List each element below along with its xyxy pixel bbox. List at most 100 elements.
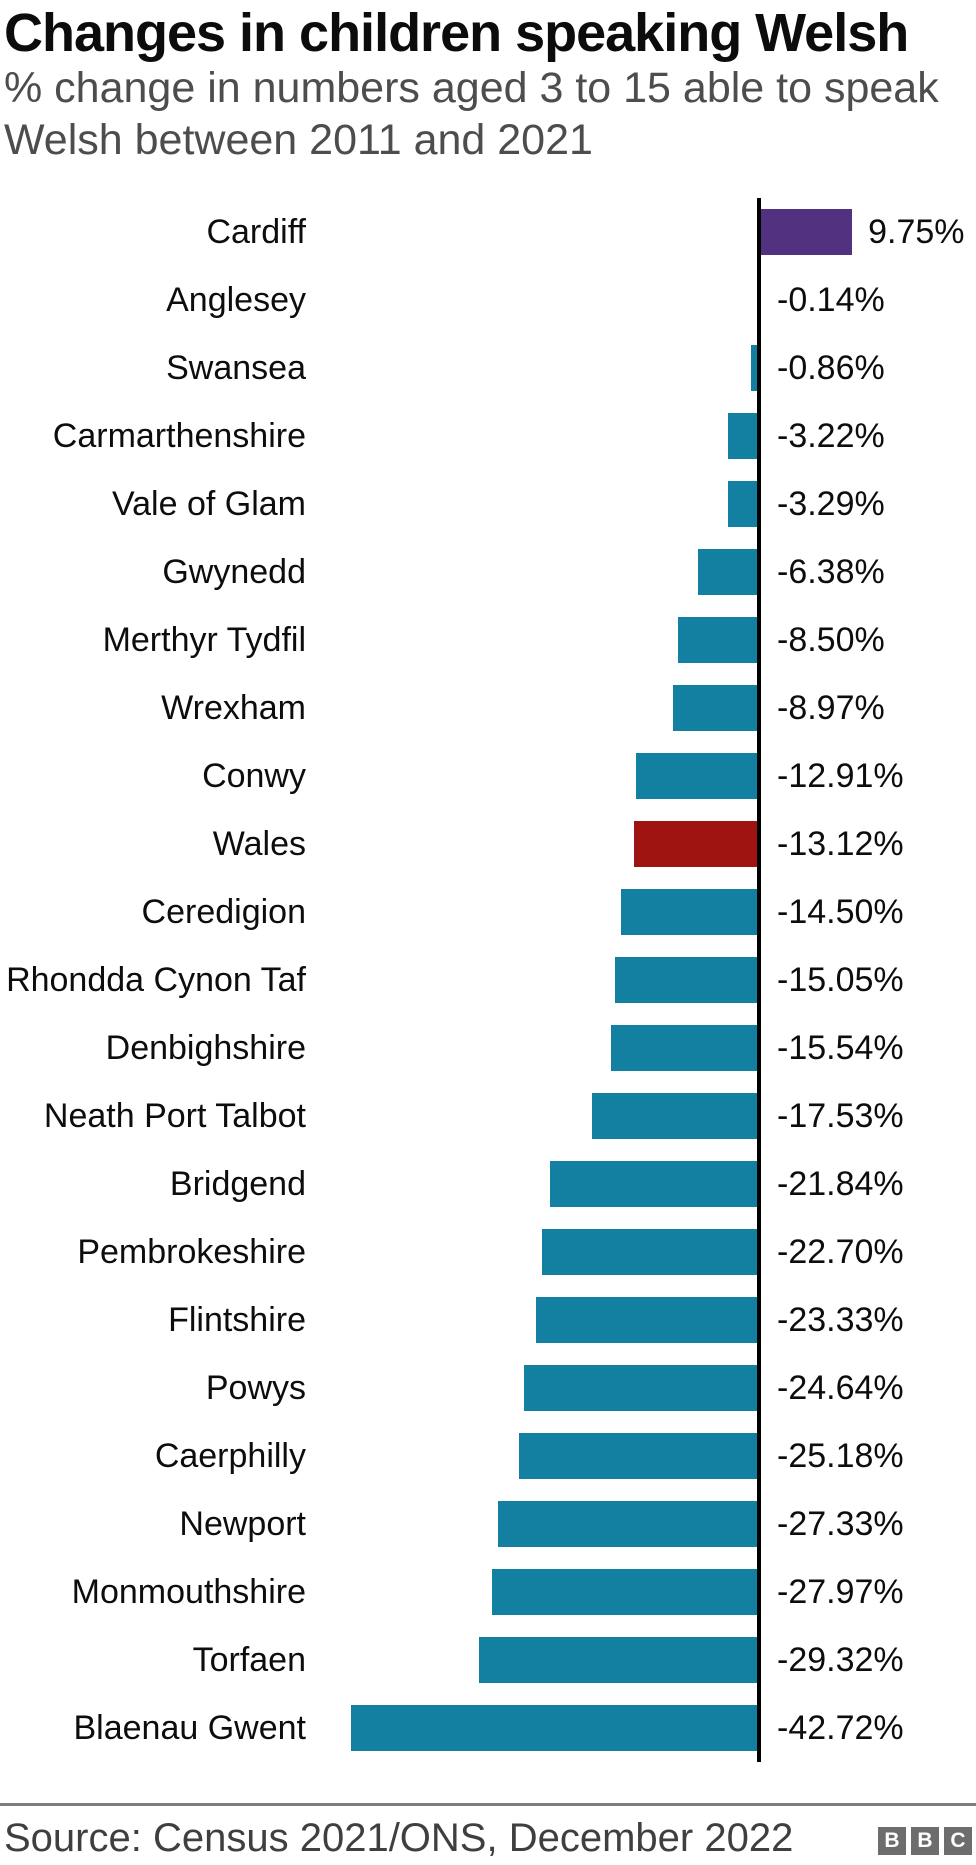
value-label: 9.75% — [868, 213, 965, 251]
value-label: -25.18% — [777, 1437, 904, 1475]
category-label: Neath Port Talbot — [43, 1097, 306, 1135]
bar-zone: -0.86% — [320, 334, 976, 402]
value-label: -17.53% — [777, 1097, 904, 1135]
category-label: Blaenau Gwent — [73, 1709, 307, 1747]
chart-row: Conwy -12.91% — [0, 742, 976, 810]
category-label: Newport — [179, 1505, 306, 1543]
chart-row: Powys -24.64% — [0, 1354, 976, 1422]
value-label: -21.84% — [777, 1165, 904, 1203]
value-label: -3.22% — [777, 417, 885, 455]
chart-row: Anglesey -0.14% — [0, 266, 976, 334]
bar-zone: -21.84% — [320, 1150, 976, 1218]
chart-row: Cardiff 9.75% — [0, 198, 976, 266]
bar-zone: -3.29% — [320, 470, 976, 538]
bar — [615, 957, 759, 1003]
value-label: -22.70% — [777, 1233, 904, 1271]
value-label: -23.33% — [777, 1301, 904, 1339]
chart-row: Carmarthenshire -3.22% — [0, 402, 976, 470]
chart-title: Changes in children speaking Welsh — [4, 3, 909, 63]
chart-row: Merthyr Tydfil -8.50% — [0, 606, 976, 674]
bar-chart: Cardiff 9.75% Anglesey -0.14% Swansea -0.86% C… — [0, 198, 976, 1762]
bar-zone: -3.22% — [320, 402, 976, 470]
bar — [633, 821, 759, 867]
bbc-logo-letter: B — [878, 1827, 906, 1855]
footer-divider — [0, 1803, 976, 1806]
chart-row: Ceredigion -14.50% — [0, 878, 976, 946]
chart-subtitle: % change in numbers aged 3 to 15 able to… — [4, 64, 939, 164]
category-label: Carmarthenshire — [52, 417, 306, 455]
bar-zone: -17.53% — [320, 1082, 976, 1150]
bar — [698, 549, 759, 595]
category-label: Rhondda Cynon Taf — [6, 961, 306, 999]
bar — [727, 481, 759, 527]
category-label: Wales — [212, 825, 306, 863]
chart-row: Wrexham -8.97% — [0, 674, 976, 742]
bar-zone: -12.91% — [320, 742, 976, 810]
value-label: -15.54% — [777, 1029, 904, 1067]
bar-zone: -6.38% — [320, 538, 976, 606]
chart-row: Neath Port Talbot -17.53% — [0, 1082, 976, 1150]
value-label: -6.38% — [777, 553, 885, 591]
bar — [498, 1501, 759, 1547]
bar — [523, 1365, 759, 1411]
bar — [491, 1569, 759, 1615]
value-label: -14.50% — [777, 893, 904, 931]
bar-zone: -29.32% — [320, 1626, 976, 1694]
bar-zone: -8.97% — [320, 674, 976, 742]
bar — [759, 209, 853, 255]
bar — [479, 1637, 759, 1683]
chart-row: Bridgend -21.84% — [0, 1150, 976, 1218]
bar-zone: -27.33% — [320, 1490, 976, 1558]
bar — [750, 345, 759, 391]
source-text: Source: Census 2021/ONS, December 2022 — [4, 1816, 794, 1860]
bar — [591, 1093, 759, 1139]
chart-row: Torfaen -29.32% — [0, 1626, 976, 1694]
category-label: Anglesey — [166, 281, 306, 319]
chart-row: Caerphilly -25.18% — [0, 1422, 976, 1490]
bar-zone: -15.54% — [320, 1014, 976, 1082]
category-label: Swansea — [166, 349, 306, 387]
bar-zone: -14.50% — [320, 878, 976, 946]
value-label: -8.97% — [777, 689, 885, 727]
value-label: -27.97% — [777, 1573, 904, 1611]
category-label: Wrexham — [161, 689, 306, 727]
chart-row: Gwynedd -6.38% — [0, 538, 976, 606]
bar-zone: -42.72% — [320, 1694, 976, 1762]
category-label: Torfaen — [192, 1641, 306, 1679]
bar-zone: -13.12% — [320, 810, 976, 878]
bar-zone: -25.18% — [320, 1422, 976, 1490]
chart-row: Rhondda Cynon Taf -15.05% — [0, 946, 976, 1014]
category-label: Denbighshire — [105, 1029, 306, 1067]
chart-row: Newport -27.33% — [0, 1490, 976, 1558]
chart-row: Denbighshire -15.54% — [0, 1014, 976, 1082]
bar-zone: -24.64% — [320, 1354, 976, 1422]
bar-zone: -8.50% — [320, 606, 976, 674]
chart-row: Vale of Glam -3.29% — [0, 470, 976, 538]
bar-zone: -15.05% — [320, 946, 976, 1014]
category-label: Powys — [205, 1369, 306, 1407]
bar — [635, 753, 759, 799]
value-label: -15.05% — [777, 961, 904, 999]
chart-row: Pembrokeshire -22.70% — [0, 1218, 976, 1286]
chart-row: Flintshire -23.33% — [0, 1286, 976, 1354]
bar — [518, 1433, 759, 1479]
value-label: -42.72% — [777, 1709, 904, 1747]
chart-row: Monmouthshire -27.97% — [0, 1558, 976, 1626]
value-label: -24.64% — [777, 1369, 904, 1407]
zero-axis-line — [757, 198, 761, 1762]
category-label: Monmouthshire — [71, 1573, 306, 1611]
bbc-logo-letter: C — [944, 1827, 972, 1855]
bar-zone: -22.70% — [320, 1218, 976, 1286]
category-label: Conwy — [202, 757, 306, 795]
category-label: Pembrokeshire — [77, 1233, 306, 1271]
bar — [351, 1705, 759, 1751]
bar — [728, 413, 759, 459]
category-label: Cardiff — [206, 213, 306, 251]
value-label: -8.50% — [777, 621, 885, 659]
bar — [610, 1025, 759, 1071]
value-label: -3.29% — [777, 485, 885, 523]
bbc-logo-letter: B — [911, 1827, 939, 1855]
category-label: Bridgend — [169, 1165, 306, 1203]
